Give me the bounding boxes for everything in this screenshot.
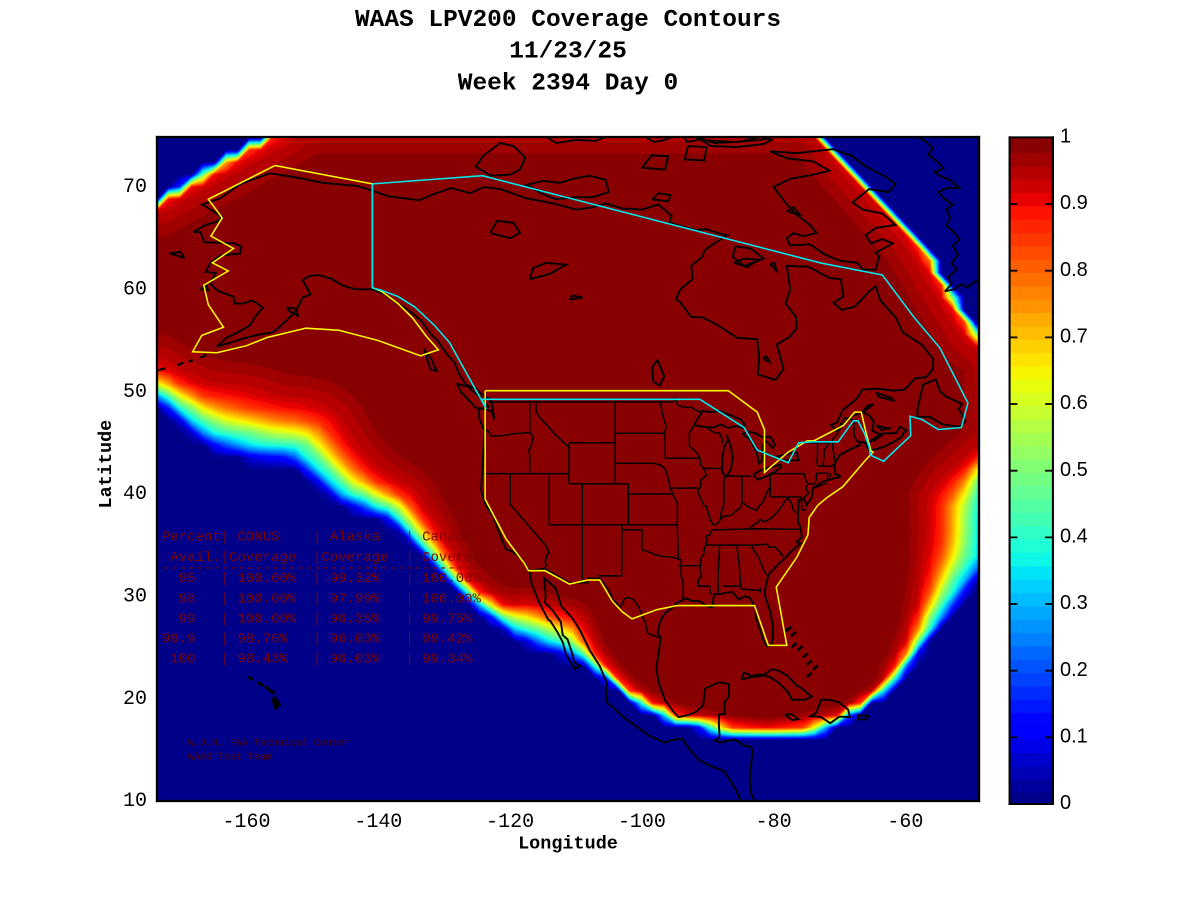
svg-text:-140: -140 <box>354 811 402 834</box>
svg-text:Percent| CONUS | Alaska |: Percent| CONUS | Alaska | Canada <box>162 530 473 546</box>
svg-text:0.7: 0.7 <box>1060 326 1088 348</box>
svg-text:1: 1 <box>1060 126 1071 148</box>
svg-text:98 | 100.00% | 97.99% | 1: 98 | 100.00% | 97.99% | 100.00% <box>162 592 482 608</box>
svg-text:0.6: 0.6 <box>1060 392 1088 414</box>
svg-text:0.3: 0.3 <box>1060 592 1088 614</box>
svg-text:10: 10 <box>123 790 147 813</box>
svg-text:-100: -100 <box>618 811 666 834</box>
svg-text:11/23/25: 11/23/25 <box>509 38 627 65</box>
svg-text:40: 40 <box>123 483 147 506</box>
svg-text:-60: -60 <box>887 811 923 834</box>
svg-text:0.1: 0.1 <box>1060 726 1088 748</box>
svg-text:0.4: 0.4 <box>1060 526 1088 548</box>
svg-text:60: 60 <box>123 279 147 302</box>
svg-text:99 | 100.00% | 96.35% | 9: 99 | 100.00% | 96.35% | 99.75% <box>162 612 473 628</box>
svg-text:20: 20 <box>123 688 147 711</box>
svg-text:0.9: 0.9 <box>1060 192 1088 214</box>
svg-text:------------------------------: ----------------------------------------… <box>162 561 506 577</box>
svg-text:WAAS LPV200 Coverage Contours: WAAS LPV200 Coverage Contours <box>355 7 781 34</box>
svg-text:30: 30 <box>123 586 147 609</box>
svg-text:W.J.H. FAA Technical Center: W.J.H. FAA Technical Center <box>188 738 350 749</box>
svg-text:0: 0 <box>1060 792 1071 814</box>
svg-text:100 | 98.43% | 96.03% |: 100 | 98.43% | 96.03% | 99.34% <box>162 652 473 668</box>
svg-text:Avail.|Coverage |Coverage |: Avail.|Coverage |Coverage | Coverage <box>162 550 489 566</box>
svg-text:50: 50 <box>123 381 147 404</box>
svg-text:-80: -80 <box>756 811 792 834</box>
svg-text:-160: -160 <box>223 811 271 834</box>
svg-text:WAAS Test Team: WAAS Test Team <box>188 752 272 763</box>
svg-text:-120: -120 <box>486 811 534 834</box>
svg-text:95 | 100.00% | 99.32% | 1: 95 | 100.00% | 99.32% | 100.00% <box>162 571 482 587</box>
svg-text:Latitude: Latitude <box>96 420 117 509</box>
svg-text:99.9 | 98.76% | 96.03% |: 99.9 | 98.76% | 96.03% | 99.42% <box>162 632 473 648</box>
svg-text:Longitude: Longitude <box>518 834 618 855</box>
svg-text:0.2: 0.2 <box>1060 659 1088 681</box>
svg-text:0.5: 0.5 <box>1060 459 1088 481</box>
svg-text:0.8: 0.8 <box>1060 259 1088 281</box>
svg-text:70: 70 <box>123 176 147 199</box>
svg-text:Week 2394 Day 0: Week 2394 Day 0 <box>458 70 678 97</box>
